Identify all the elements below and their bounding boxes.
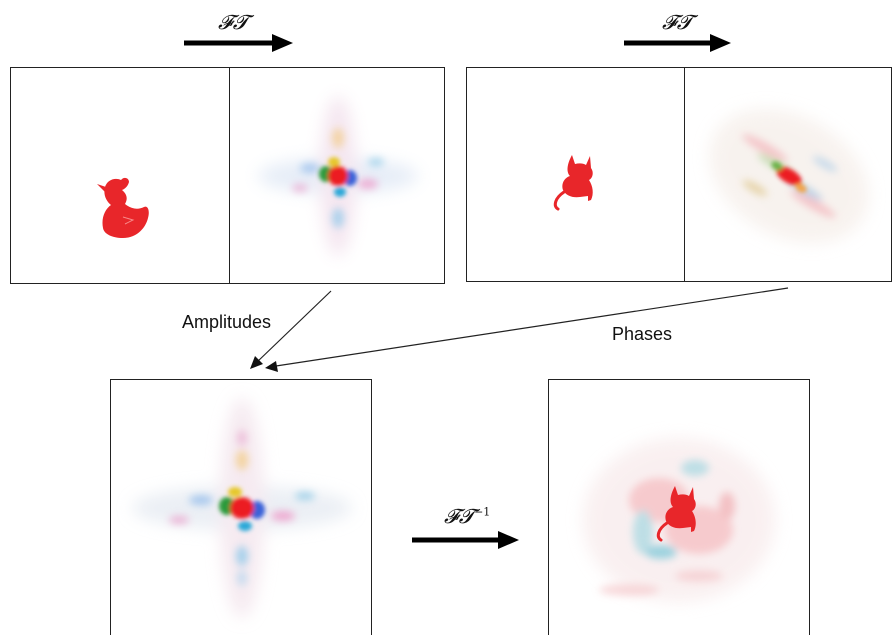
reconstructed-image-panel <box>548 379 810 635</box>
amplitudes-label: Amplitudes <box>182 312 272 332</box>
cat-fourier-panel <box>684 67 892 282</box>
phases-label: Phases <box>612 324 673 344</box>
ft-operator-label-right: 𝓕𝓣 <box>662 10 693 34</box>
inverse-arrow <box>412 531 519 549</box>
ft-inverse-label: 𝓕𝓣−1 <box>444 504 491 528</box>
duck-fourier-panel <box>229 67 445 284</box>
combined-spectrum-panel <box>110 379 372 635</box>
phases-arrow <box>265 287 789 372</box>
duck-silhouette-icon <box>97 177 149 238</box>
reconstructed-cat-visual <box>583 438 775 602</box>
ft-operator-label-left: 𝓕𝓣 <box>218 10 249 34</box>
cat-image-panel <box>466 67 685 282</box>
duck-spectrum-visual <box>258 96 418 256</box>
duck-image-panel <box>10 67 230 284</box>
amplitudes-arrow <box>250 290 332 369</box>
forward-arrow-right <box>624 34 731 52</box>
combined-spectrum-visual <box>132 398 352 618</box>
forward-arrow-left <box>184 34 293 52</box>
cat-silhouette-icon <box>553 155 593 211</box>
cat-spectrum-visual <box>709 108 869 244</box>
